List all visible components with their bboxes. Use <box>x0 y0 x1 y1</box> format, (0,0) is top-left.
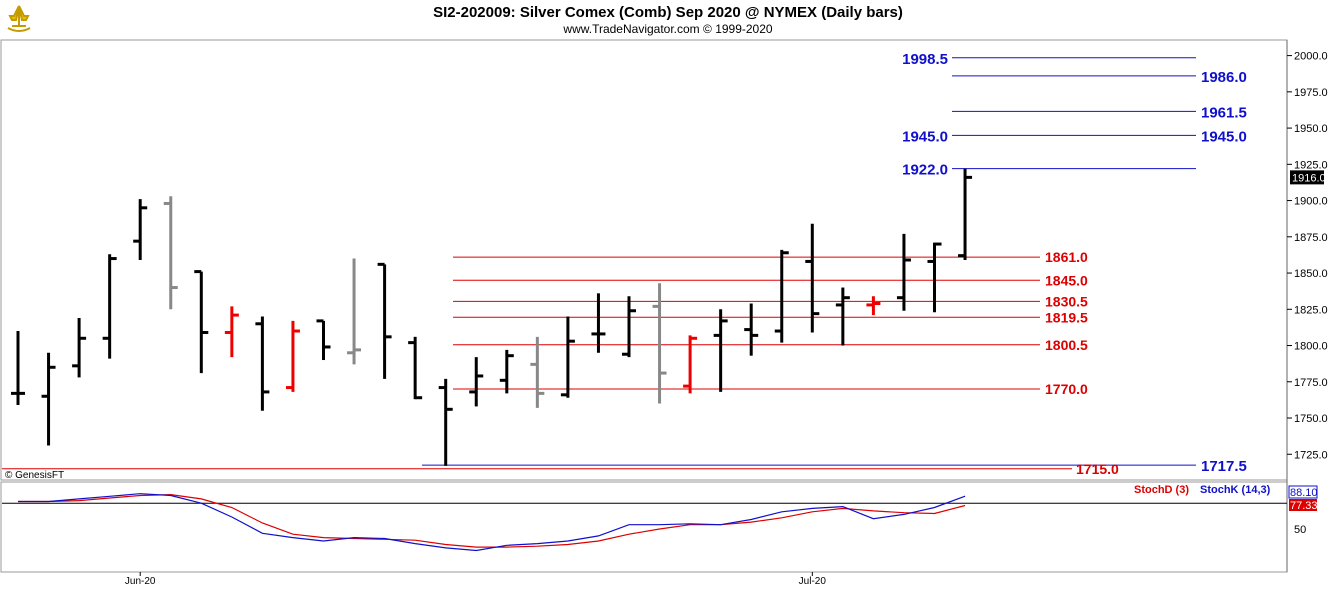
ohlc-bar <box>133 199 148 260</box>
ohlc-bar <box>11 331 25 405</box>
ohlc-bar <box>866 296 881 316</box>
price-tick-label: 1925.0 <box>1294 159 1328 171</box>
blue-level-label: 1922.0 <box>902 162 948 179</box>
support-resistance-levels: 1998.5 1986.0 1961.5 1945.0 1945.0 1922.0 1717… <box>2 51 1247 477</box>
price-panel <box>0 39 1288 481</box>
blue-level-label: 1986.0 <box>1201 69 1247 86</box>
ohlc-bar <box>652 283 667 404</box>
ohlc-bar <box>683 335 698 394</box>
stoch-d-badge: 77.33 <box>1289 499 1318 512</box>
price-tick-label: 1850.0 <box>1294 268 1328 280</box>
blue-level-label: 1998.5 <box>902 51 948 68</box>
ohlc-bar <box>438 378 453 466</box>
ohlc-bar <box>835 287 850 346</box>
stoch-tick-label: 50 <box>1294 524 1306 536</box>
stoch-d-legend: StochD (3) <box>1134 484 1189 496</box>
ohlc-bar <box>408 336 423 400</box>
price-tick-label: 1725.0 <box>1294 449 1328 461</box>
ohlc-bar <box>622 296 636 358</box>
price-tick-label: 1950.0 <box>1294 123 1328 135</box>
ohlc-bar <box>591 293 606 353</box>
price-tick-label: 1825.0 <box>1294 304 1328 316</box>
price-tick-label: 1775.0 <box>1294 377 1328 389</box>
stoch-k-badge: 88.10 <box>1288 485 1318 499</box>
ohlc-bar <box>469 357 484 407</box>
logo-icon <box>4 2 34 32</box>
red-level-label: 1819.5 <box>1045 309 1088 325</box>
ohlc-bar <box>896 233 911 311</box>
ohlc-bar <box>713 309 728 392</box>
ohlc-bar <box>255 316 270 411</box>
time-tick-label: Jun-20 <box>125 576 156 587</box>
ohlc-bar <box>72 317 87 378</box>
ohlc-bar <box>560 316 575 398</box>
current-price-badge: 1916.0 <box>1290 170 1326 185</box>
ohlc-bar <box>224 306 239 358</box>
price-tick-label: 2000.0 <box>1294 51 1328 63</box>
blue-level-label: 1945.0 <box>902 128 948 145</box>
stochastic-panel <box>0 481 1288 573</box>
stoch-d-line <box>18 493 966 548</box>
stoch-k-line <box>18 493 966 552</box>
price-tick-label: 1750.0 <box>1294 413 1328 425</box>
time-tick-label: Jul-20 <box>799 576 827 587</box>
watermark: © GenesisFT <box>5 470 64 481</box>
ohlc-bar <box>530 336 545 408</box>
ohlc-bar <box>102 254 117 359</box>
current-price-label: 1916.0 <box>1292 172 1326 184</box>
red-level-label: 1715.0 <box>1076 461 1119 477</box>
red-level-label: 1800.5 <box>1045 337 1088 353</box>
ohlc-bar <box>774 249 789 343</box>
chart-subtitle: www.TradeNavigator.com © 1999-2020 <box>562 22 772 36</box>
ohlc-bar <box>41 352 56 446</box>
header: SI2-202009: Silver Comex (Comb) Sep 2020… <box>4 2 903 36</box>
ohlc-bar <box>347 258 362 365</box>
ohlc-bar <box>927 242 942 313</box>
price-tick-label: 1800.0 <box>1294 341 1328 353</box>
red-level-label: 1845.0 <box>1045 272 1088 288</box>
ohlc-bar <box>958 168 973 260</box>
chart-title: SI2-202009: Silver Comex (Comb) Sep 2020… <box>433 4 903 21</box>
ohlc-bar <box>163 196 178 310</box>
price-tick-label: 1975.0 <box>1294 87 1328 99</box>
price-tick-label: 1875.0 <box>1294 232 1328 244</box>
stoch-k-last: 88.10 <box>1290 487 1318 499</box>
ohlc-bar <box>316 319 331 361</box>
stochastic-indicator: 50 <box>2 493 1306 552</box>
stoch-d-last: 77.33 <box>1290 500 1318 512</box>
ohlc-bar <box>805 223 820 333</box>
red-level-label: 1830.5 <box>1045 293 1088 309</box>
ohlc-bar <box>194 270 209 374</box>
ohlc-bar <box>377 262 392 379</box>
price-axis: 2000.0 1975.0 1950.0 1925.0 1900.0 1875.0 1850… <box>1287 51 1328 461</box>
ohlc-bars <box>11 168 973 466</box>
ohlc-bar <box>744 303 759 356</box>
ohlc-bar <box>499 349 514 394</box>
time-axis: Jun-20 Jul-20 <box>125 572 826 587</box>
red-level-label: 1861.0 <box>1045 249 1088 265</box>
stoch-k-legend: StochK (14,3) <box>1200 484 1271 496</box>
blue-level-label: 1961.5 <box>1201 104 1247 121</box>
blue-level-label: 1945.0 <box>1201 128 1247 145</box>
red-level-label: 1770.0 <box>1045 381 1088 397</box>
price-tick-label: 1900.0 <box>1294 196 1328 208</box>
ohlc-bar <box>285 320 300 392</box>
blue-level-label: 1717.5 <box>1201 458 1247 475</box>
